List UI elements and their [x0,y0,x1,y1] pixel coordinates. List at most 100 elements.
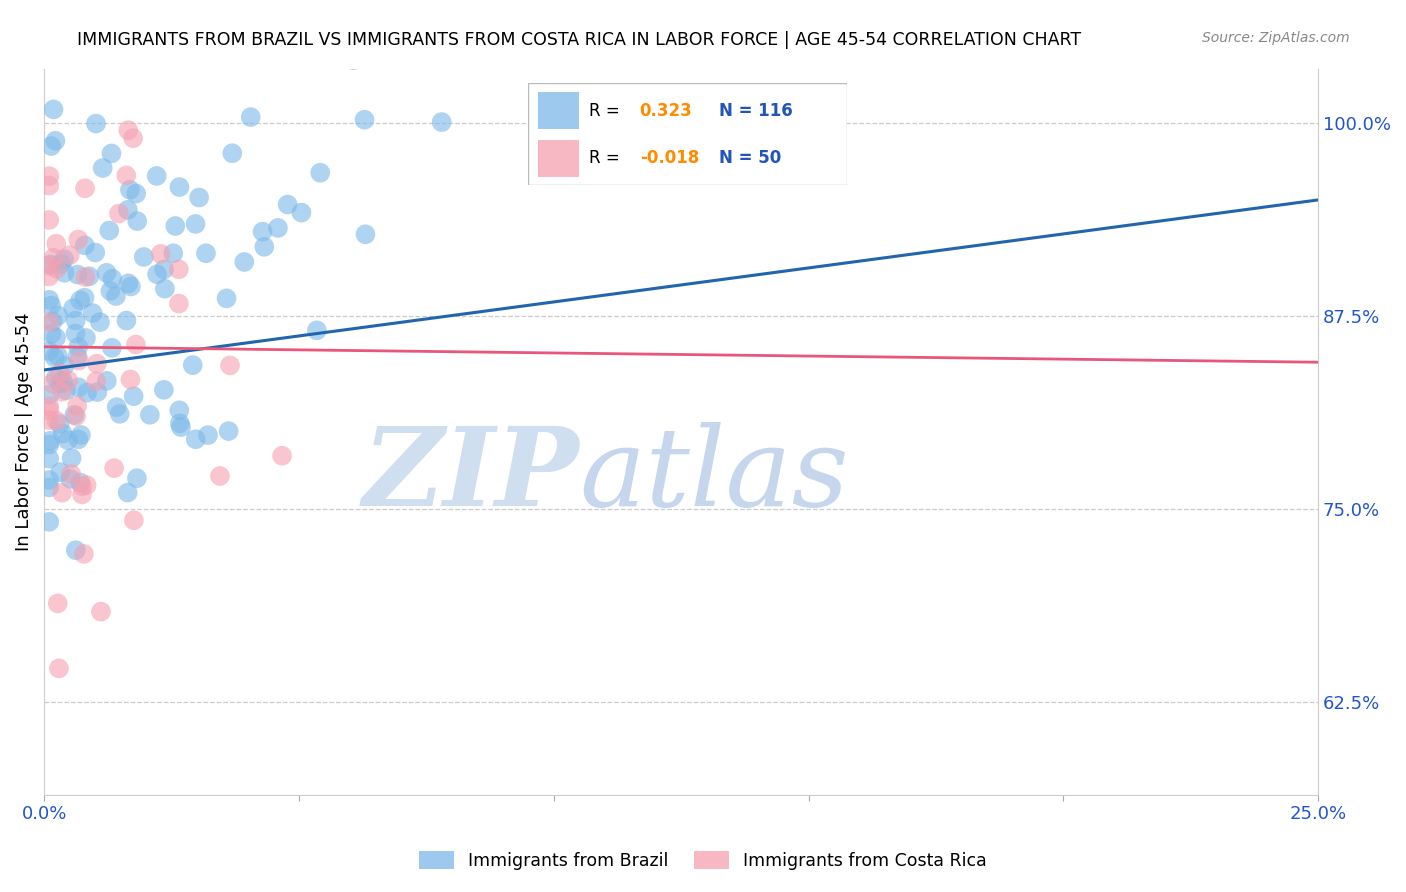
Text: IMMIGRANTS FROM BRAZIL VS IMMIGRANTS FROM COSTA RICA IN LABOR FORCE | AGE 45-54 : IMMIGRANTS FROM BRAZIL VS IMMIGRANTS FRO… [77,31,1081,49]
Point [60,467,83,481]
Point [122,513,145,527]
Point [77,269,100,284]
Point [125,471,148,485]
Point [105,400,128,414]
Point [89,315,111,329]
Point [38,515,60,529]
Point [84,375,107,389]
Point [39,434,62,448]
Point [53,252,76,267]
Point [101,272,124,286]
Point [45,414,67,428]
Point [125,186,148,201]
Point [67,433,90,447]
Point [117,485,139,500]
Point [309,166,332,180]
Point [84,117,107,131]
Point [86,357,108,371]
Point [51,485,73,500]
Point [67,380,90,394]
Point [65,313,87,327]
Point [139,408,162,422]
Point [98,223,121,237]
Text: ZIP: ZIP [363,422,579,529]
Point [38,399,60,413]
Point [75,331,97,345]
Point [184,217,207,231]
Legend: Immigrants from Brazil, Immigrants from Costa Rica: Immigrants from Brazil, Immigrants from … [411,843,995,879]
Point [146,267,169,281]
Point [76,385,98,400]
Point [53,266,76,280]
Point [38,387,60,401]
Point [51,257,73,271]
Point [39,139,62,153]
Point [100,146,122,161]
Point [342,53,364,67]
Point [115,313,138,327]
Point [122,389,145,403]
Point [86,385,108,400]
Point [165,219,187,233]
Point [45,261,67,276]
Point [169,417,191,431]
Point [45,331,67,345]
Point [117,123,139,137]
Point [239,110,262,124]
Point [38,293,60,307]
Point [69,475,91,490]
Point [84,245,107,260]
Point [219,359,242,373]
Point [170,420,193,434]
Point [46,349,69,363]
Point [70,428,93,442]
Point [253,240,276,254]
Point [91,161,114,175]
Point [127,214,149,228]
Point [149,247,172,261]
Point [65,543,87,558]
Point [167,262,190,277]
Point [48,661,70,675]
Point [73,291,96,305]
Point [73,181,96,195]
Point [49,465,72,479]
Point [46,309,69,323]
Point [70,479,93,493]
Point [108,407,131,421]
Point [42,251,65,265]
Point [132,250,155,264]
Point [41,315,63,329]
Point [65,409,87,424]
Point [194,246,217,260]
Point [153,282,176,296]
Point [45,236,67,251]
Point [162,246,184,260]
Point [218,424,240,438]
Point [96,374,118,388]
Point [38,315,60,329]
Point [267,220,290,235]
Point [52,426,75,441]
Point [73,547,96,561]
Point [82,306,104,320]
Point [66,268,89,282]
Point [104,289,127,303]
Text: Source: ZipAtlas.com: Source: ZipAtlas.com [1202,31,1350,45]
Point [73,238,96,252]
Point [63,408,86,422]
Point [38,213,60,227]
Point [46,596,69,610]
Point [59,472,82,486]
Point [48,366,70,380]
Point [53,359,76,373]
Point [120,279,142,293]
Point [67,353,90,368]
Point [67,233,90,247]
Point [153,262,176,277]
Point [58,374,80,388]
Point [103,461,125,475]
Point [174,12,197,27]
Point [38,451,60,466]
Point [38,178,60,193]
